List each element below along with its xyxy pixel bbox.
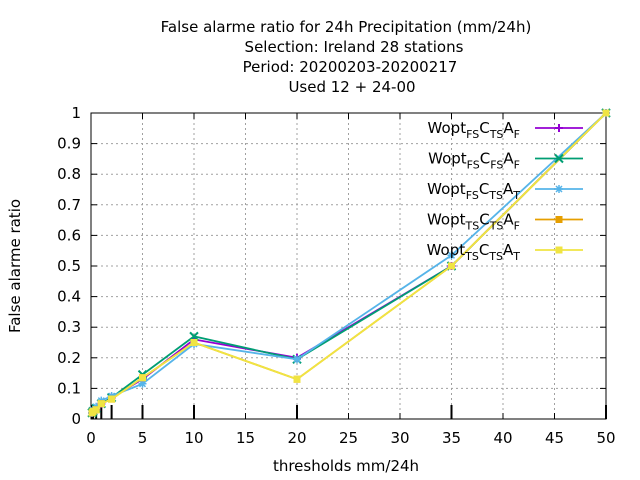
- data-point: [108, 395, 116, 403]
- x-tick-label: 30: [390, 429, 409, 447]
- y-tick-label: 0.6: [57, 226, 81, 244]
- y-tick-label: 0: [71, 410, 81, 428]
- legend-label: WoptFSCTSAT: [427, 180, 520, 202]
- series: [88, 109, 610, 417]
- y-tick-label: 0.9: [57, 135, 81, 153]
- y-axis-label: False alarme ratio: [6, 199, 24, 333]
- data-point: [293, 355, 301, 364]
- data-point: [92, 406, 100, 414]
- x-axis-label: thresholds mm/24h: [273, 457, 419, 475]
- x-tick-label: 0: [86, 429, 96, 447]
- y-tick-label: 0.5: [57, 257, 81, 275]
- x-tick-label: 50: [596, 429, 615, 447]
- x-tick-label: 35: [442, 429, 461, 447]
- series-line: [91, 112, 607, 414]
- x-tick-label: 45: [545, 429, 564, 447]
- grid: [91, 113, 606, 419]
- axes: 00.10.20.30.40.50.60.70.80.910 5 10 15 20 25 3…: [57, 104, 615, 447]
- x-tick-label: 20: [287, 429, 306, 447]
- data-point: [293, 375, 301, 383]
- title-line-1: False alarme ratio for 24h Precipitation…: [161, 18, 532, 36]
- x-tick-label: 40: [493, 429, 512, 447]
- data-point: [97, 400, 105, 408]
- y-tick-label: 0.2: [57, 349, 81, 367]
- data-point: [555, 124, 563, 132]
- chart-title: False alarme ratio for 24h Precipitation…: [161, 18, 532, 96]
- y-tick-label: 0.8: [57, 165, 81, 183]
- data-point: [602, 109, 610, 117]
- data-point: [138, 379, 147, 388]
- legend: WoptFSCTSAF WoptFSCFSAF WoptFSCTSAT WoptTSC…: [427, 119, 583, 263]
- series-line: [91, 112, 607, 414]
- legend-label: WoptFSCFSAF: [428, 150, 520, 172]
- data-point: [555, 185, 563, 193]
- x-tick-label: 5: [138, 429, 148, 447]
- series-line: [91, 112, 607, 414]
- data-point: [190, 339, 198, 346]
- title-line-2: Selection: Ireland 28 stations: [245, 38, 464, 56]
- threshold-markers: [91, 405, 607, 419]
- y-tick-label: 0.1: [57, 379, 81, 397]
- data-point: [139, 374, 146, 382]
- series: [87, 108, 611, 418]
- data-point: [447, 251, 456, 260]
- x-tick-label: 10: [184, 429, 203, 447]
- series-group: [87, 108, 611, 418]
- data-point: [555, 216, 563, 223]
- data-point: [555, 246, 563, 254]
- x-tick-label: 25: [339, 429, 358, 447]
- x-tick-label: 15: [236, 429, 255, 447]
- legend-label: WoptTSCTSAT: [427, 241, 521, 263]
- series: [88, 109, 610, 417]
- title-line-3: Period: 20200203-20200217: [243, 58, 458, 76]
- y-tick-label: 0.3: [57, 318, 81, 336]
- series-line: [91, 112, 607, 414]
- data-point: [554, 153, 564, 164]
- y-tick-label: 0.4: [57, 288, 81, 306]
- legend-label: WoptFSCTSAF: [428, 119, 520, 141]
- legend-label: WoptTSCTSAF: [427, 211, 520, 233]
- y-tick-label: 1: [71, 104, 81, 122]
- title-line-4: Used 12 + 24-00: [288, 78, 415, 96]
- series: [88, 109, 610, 417]
- series-line: [91, 112, 607, 414]
- series: [88, 109, 610, 417]
- data-point: [448, 262, 455, 270]
- y-tick-label: 0.7: [57, 196, 81, 214]
